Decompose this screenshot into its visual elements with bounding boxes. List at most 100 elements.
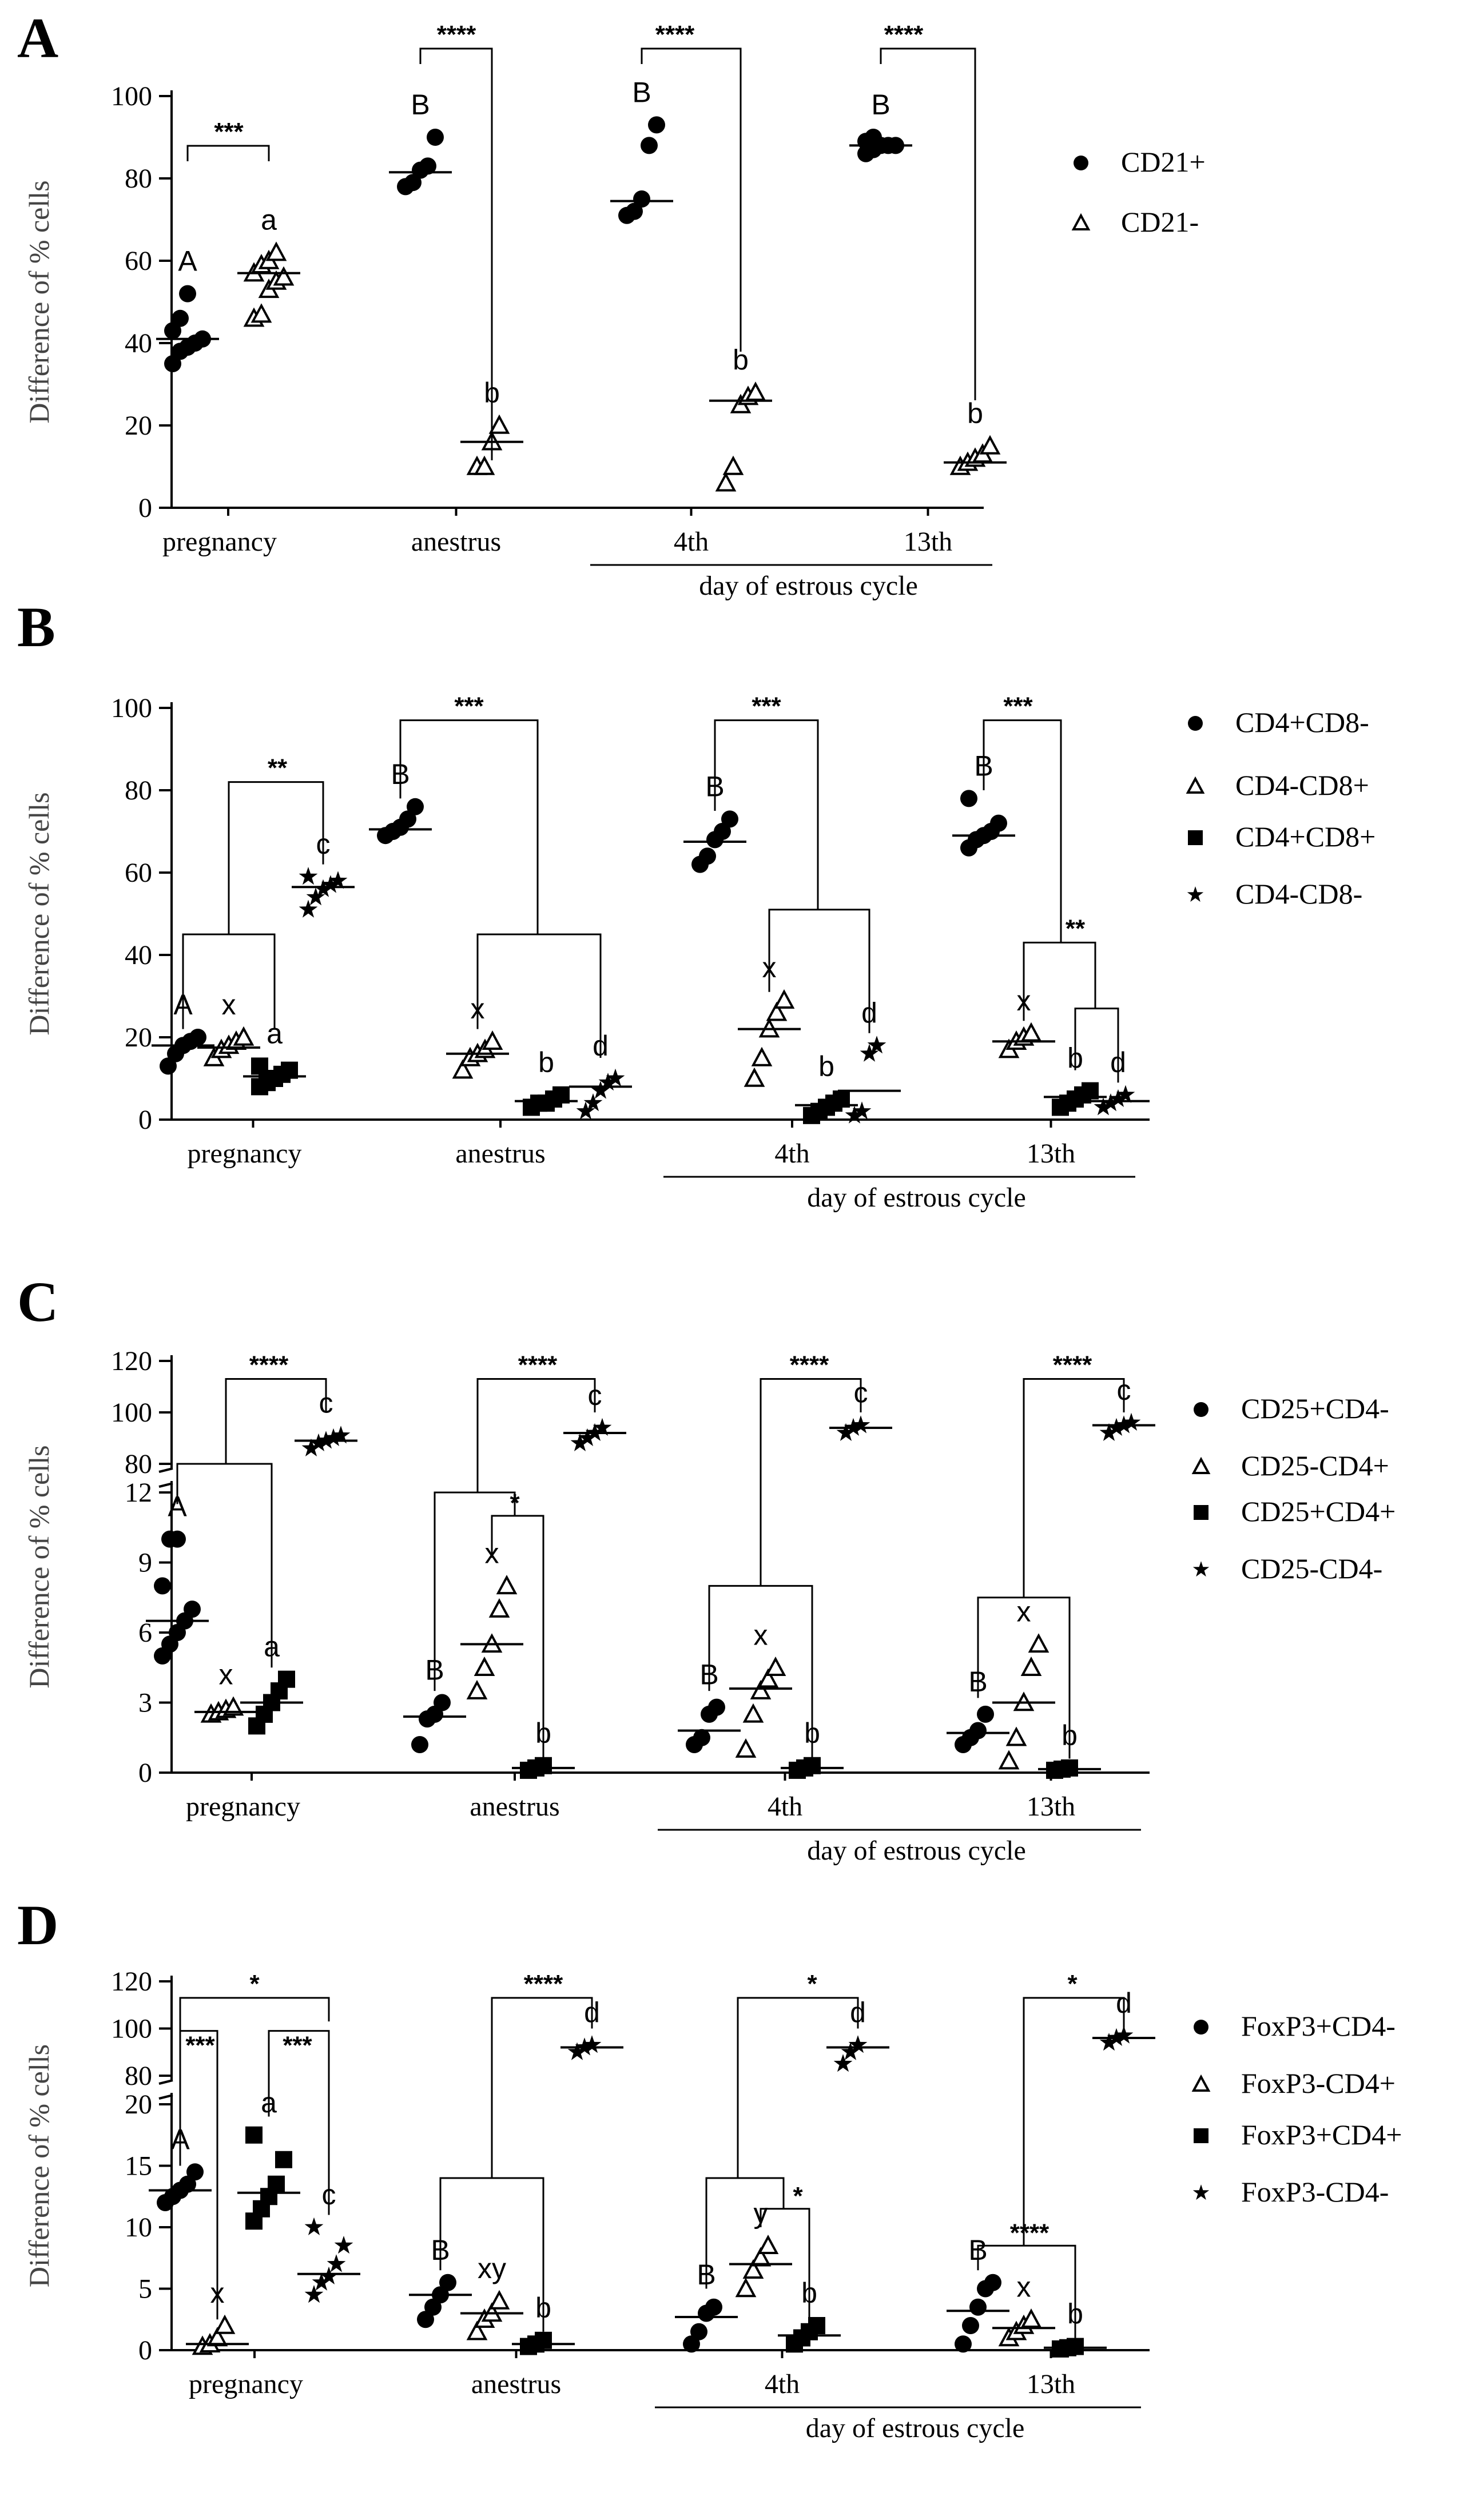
data-point-square bbox=[275, 2151, 292, 2168]
legend-label: FoxP3-CD4- bbox=[1241, 2176, 1389, 2208]
legend-marker-triangle bbox=[1071, 213, 1091, 231]
data-point-circle bbox=[164, 322, 181, 340]
legend-label: CD4-CD8- bbox=[1235, 878, 1362, 910]
data-point-star bbox=[860, 1044, 879, 1062]
data-point-triangle bbox=[488, 414, 510, 434]
significance-bracket bbox=[714, 719, 819, 910]
significance-bracket bbox=[476, 1378, 596, 1492]
data-point-triangle bbox=[466, 2320, 488, 2340]
x-category-label: 4th bbox=[674, 527, 709, 557]
significance-bracket bbox=[399, 719, 539, 934]
group-letter: A bbox=[178, 245, 197, 277]
significance-bracket bbox=[491, 1997, 593, 2178]
significance-label: * bbox=[249, 1970, 260, 1998]
data-point-triangle bbox=[1005, 1726, 1027, 1746]
data-point-star bbox=[304, 2285, 324, 2303]
data-point-star bbox=[606, 1068, 625, 1086]
legend-label: CD21+ bbox=[1121, 146, 1206, 178]
data-point-star bbox=[836, 1423, 856, 1441]
significance-label: **** bbox=[790, 1351, 829, 1379]
data-point-square bbox=[245, 2126, 263, 2144]
x-category-label: anestrus bbox=[411, 527, 501, 557]
x-category-label: 13th bbox=[1027, 1138, 1075, 1169]
data-point-circle bbox=[705, 2298, 722, 2316]
significance-label: * bbox=[793, 2182, 803, 2210]
legend-marker-star bbox=[1192, 1561, 1210, 1577]
y-tick-label: 0 bbox=[138, 493, 152, 523]
data-point-star bbox=[591, 1081, 610, 1099]
significance-bracket bbox=[983, 719, 1062, 943]
y-tick-label: 60 bbox=[125, 246, 152, 276]
significance-label: *** bbox=[752, 692, 781, 720]
significance-label: *** bbox=[185, 2032, 215, 2060]
estrous-label: day of estrous cycle bbox=[807, 1183, 1026, 1213]
y-tick-label: 20 bbox=[125, 2089, 152, 2120]
x-category-label: anestrus bbox=[455, 1138, 545, 1169]
data-point-triangle bbox=[1020, 2308, 1042, 2328]
significance-bracket bbox=[880, 47, 976, 400]
data-point-circle bbox=[417, 2311, 434, 2328]
significance-label: * bbox=[807, 1970, 817, 1998]
significance-label: ** bbox=[268, 754, 288, 782]
legend-marker-triangle bbox=[1191, 2074, 1211, 2092]
significance-bracket bbox=[760, 2208, 810, 2320]
data-point-star bbox=[312, 2272, 331, 2291]
x-category-label: anestrus bbox=[471, 2369, 561, 2399]
data-point-triangle bbox=[222, 1696, 244, 1716]
data-point-star bbox=[327, 2254, 346, 2272]
y-axis-title: Difference of % cells bbox=[23, 2044, 55, 2287]
data-point-star bbox=[309, 1433, 328, 1451]
y-tick-label: 9 bbox=[138, 1548, 152, 1578]
significance-bracket bbox=[228, 781, 324, 934]
legend-marker-square bbox=[1194, 2128, 1208, 2143]
data-point-triangle bbox=[742, 1703, 764, 1723]
x-category-label: pregnancy bbox=[186, 1792, 300, 1822]
data-point-triangle bbox=[735, 2278, 757, 2298]
y-tick-label: 80 bbox=[125, 2061, 152, 2091]
y-tick-label: 5 bbox=[138, 2274, 152, 2304]
legend-label: FoxP3+CD4- bbox=[1241, 2010, 1396, 2042]
significance-bracket bbox=[434, 1491, 516, 1691]
data-point-circle bbox=[683, 2335, 700, 2353]
data-point-star bbox=[1114, 2025, 1134, 2044]
y-tick-label: 12 bbox=[125, 1478, 152, 1508]
data-point-star bbox=[321, 875, 340, 893]
y-tick-label: 80 bbox=[125, 164, 152, 194]
data-point-circle bbox=[633, 190, 650, 208]
data-point-circle bbox=[962, 2317, 979, 2334]
significance-bracket bbox=[977, 2244, 1076, 2338]
significance-bracket bbox=[1023, 1378, 1125, 1598]
estrous-label: day of estrous cycle bbox=[807, 1836, 1026, 1866]
data-point-triangle bbox=[715, 472, 737, 492]
data-point-star bbox=[852, 1101, 872, 1120]
data-point-star bbox=[1116, 1085, 1135, 1103]
x-category-label: 4th bbox=[765, 2369, 800, 2399]
data-point-circle bbox=[424, 2298, 442, 2316]
y-tick-label: 0 bbox=[138, 2335, 152, 2366]
data-point-triangle bbox=[488, 1598, 510, 1618]
axis-break-mark bbox=[158, 2094, 173, 2100]
data-point-star bbox=[598, 1073, 618, 1091]
legend-marker-square bbox=[1194, 1505, 1208, 1520]
significance-label: *** bbox=[1003, 692, 1033, 720]
data-point-star bbox=[593, 1418, 612, 1436]
significance-bracket bbox=[176, 1463, 273, 1668]
data-point-triangle bbox=[722, 455, 744, 475]
data-point-circle bbox=[411, 1736, 428, 1753]
data-point-star bbox=[578, 1428, 597, 1446]
data-point-square bbox=[804, 1757, 821, 1774]
data-point-square bbox=[1067, 2338, 1084, 2355]
x-category-label: anestrus bbox=[470, 1792, 559, 1822]
significance-label: **** bbox=[437, 21, 476, 49]
y-tick-label: 100 bbox=[111, 81, 152, 112]
group-letter: B bbox=[411, 89, 430, 121]
data-point-star bbox=[1099, 1423, 1119, 1441]
legend-marker-square bbox=[1188, 830, 1203, 845]
legend-marker-triangle bbox=[1191, 1456, 1211, 1475]
axis-break bbox=[168, 2081, 175, 2093]
y-tick-label: 100 bbox=[111, 2014, 152, 2044]
data-point-circle bbox=[955, 2335, 972, 2353]
data-point-circle bbox=[184, 1601, 201, 1618]
data-point-triangle bbox=[766, 1001, 788, 1021]
